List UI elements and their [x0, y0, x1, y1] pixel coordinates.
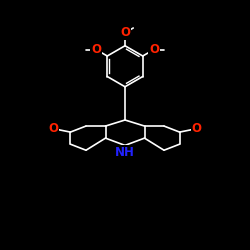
Text: O: O: [192, 122, 202, 135]
Text: O: O: [48, 122, 58, 135]
Text: O: O: [120, 26, 130, 39]
Text: O: O: [149, 43, 159, 56]
Text: O: O: [91, 43, 101, 56]
Text: NH: NH: [115, 146, 135, 159]
